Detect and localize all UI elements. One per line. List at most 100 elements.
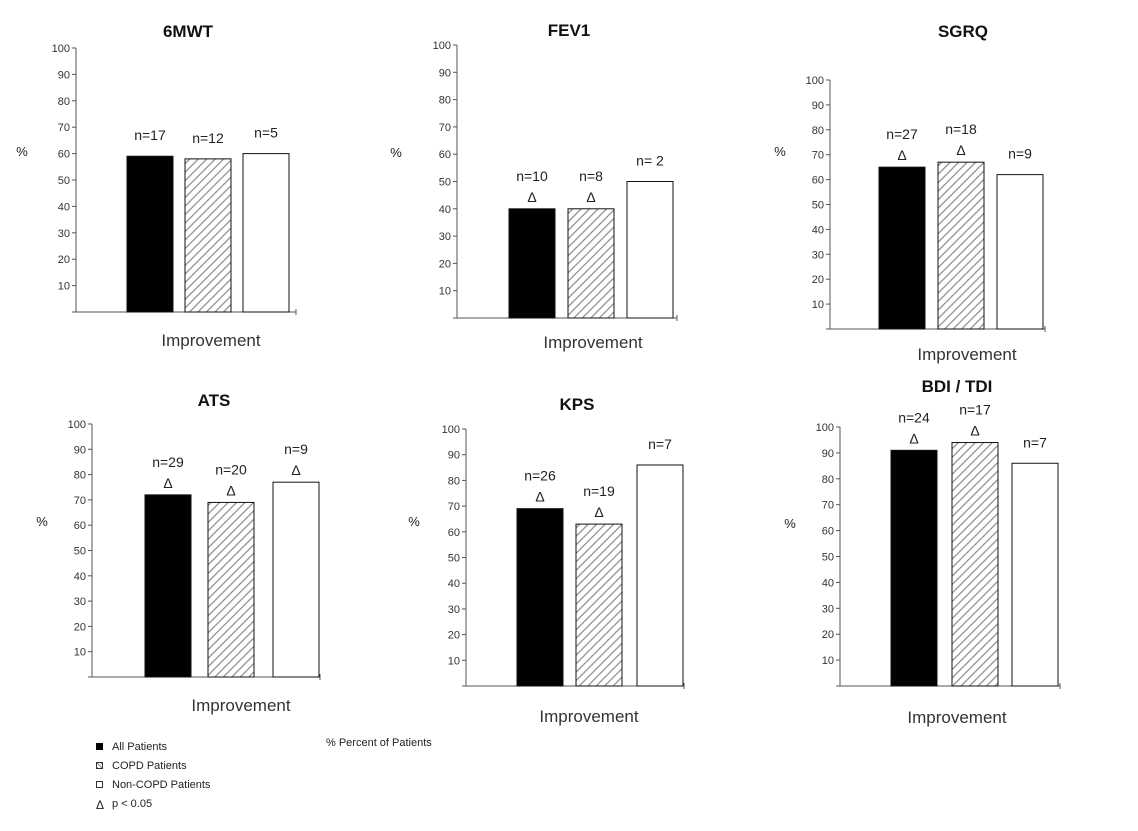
legend-item-significance: Δ p < 0.05 — [96, 794, 210, 813]
y-tick-label: 30 — [58, 228, 70, 240]
y-tick-label: 100 — [806, 75, 824, 87]
delta-icon: Δ — [96, 798, 105, 812]
chart-title: ATS — [198, 391, 231, 410]
significance-delta-icon: Δ — [594, 504, 603, 520]
x-axis-label: Improvement — [917, 345, 1016, 364]
bar-non-copd-patients — [1011, 462, 1059, 687]
y-tick-label: 60 — [822, 526, 834, 538]
y-tick-label: 60 — [58, 149, 70, 161]
y-tick-label: 80 — [812, 125, 824, 137]
bar-all-patients — [144, 494, 192, 678]
bar-non-copd-patients — [626, 181, 674, 319]
y-tick-label: 80 — [58, 96, 70, 108]
y-tick-label: 70 — [812, 150, 824, 162]
chart-title: 6MWT — [163, 22, 214, 41]
y-tick-label: 50 — [58, 175, 70, 187]
bar-copd-patients — [207, 501, 255, 678]
y-tick-label: 10 — [439, 286, 451, 298]
significance-delta-icon: Δ — [909, 430, 918, 446]
y-tick-label: 60 — [448, 527, 460, 539]
legend-label: Non-COPD Patients — [112, 778, 211, 791]
y-tick-label: 100 — [433, 40, 451, 52]
y-tick-label: 60 — [812, 175, 824, 187]
chart-title: FEV1 — [548, 21, 591, 40]
y-tick-label: 70 — [822, 500, 834, 512]
y-tick-label: 50 — [439, 177, 451, 189]
y-tick-label: 10 — [448, 655, 460, 667]
bar-n-label: n=9 — [284, 441, 308, 457]
y-tick-label: 60 — [74, 520, 86, 532]
bar-all-patients — [890, 449, 938, 687]
bar-copd-patients — [575, 523, 623, 687]
bar-n-label: n=5 — [254, 125, 278, 141]
bar-n-label: n= 2 — [636, 153, 664, 169]
y-tick-label: 90 — [448, 450, 460, 462]
bar-all-patients — [516, 508, 564, 687]
legend-label: COPD Patients — [112, 759, 187, 772]
significance-delta-icon: Δ — [586, 189, 595, 205]
y-tick-label: 10 — [822, 655, 834, 667]
bar-n-label: n=9 — [1008, 146, 1032, 162]
y-tick-label: 40 — [822, 577, 834, 589]
chart-title: KPS — [560, 395, 595, 414]
chart-panel-3: SGRQ% Improvement 10 20 30 40 50 60 70 80 90 100 Δn=… — [774, 22, 1046, 364]
y-tick-label: 20 — [822, 629, 834, 641]
bar-n-label: n=26 — [524, 468, 556, 484]
bar-copd-patients — [567, 208, 615, 319]
y-axis-label: % — [408, 514, 420, 529]
y-tick-label: 20 — [58, 254, 70, 266]
x-axis-label: Improvement — [191, 696, 290, 715]
bar-n-label: n=8 — [579, 168, 603, 184]
y-tick-label: 60 — [439, 149, 451, 161]
y-tick-label: 80 — [74, 470, 86, 482]
bar-n-label: n=19 — [583, 483, 615, 499]
y-tick-label: 30 — [822, 603, 834, 615]
y-tick-label: 20 — [439, 258, 451, 270]
chart-title: BDI / TDI — [922, 377, 993, 396]
y-tick-label: 30 — [74, 596, 86, 608]
y-tick-label: 90 — [74, 444, 86, 456]
y-tick-label: 80 — [448, 475, 460, 487]
bar-all-patients — [508, 208, 556, 319]
legend-item-copd-patients: COPD Patients — [96, 756, 210, 775]
y-axis-label: % — [16, 144, 28, 159]
x-axis-label: Improvement — [543, 333, 642, 352]
chart-title: SGRQ — [938, 22, 988, 41]
y-tick-label: 80 — [439, 95, 451, 107]
bar-n-label: n=17 — [959, 402, 991, 418]
swatch-black-icon — [96, 743, 103, 750]
bar-n-label: n=24 — [898, 409, 930, 425]
chart-panel-2: FEV1% Improvement 10 20 30 40 50 60 70 80 90 100 Δn=… — [390, 21, 678, 352]
y-tick-label: 50 — [812, 200, 824, 212]
significance-delta-icon: Δ — [226, 482, 235, 498]
chart-panel-4: ATS% Improvement 10 20 30 40 50 60 70 80 90 100 Δn=2… — [36, 391, 321, 715]
y-tick-label: 100 — [816, 422, 834, 434]
y-tick-label: 20 — [812, 274, 824, 286]
y-tick-label: 50 — [448, 553, 460, 565]
bar-n-label: n=10 — [516, 168, 548, 184]
y-axis-label: % — [36, 514, 48, 529]
y-tick-label: 40 — [74, 571, 86, 583]
y-tick-label: 70 — [439, 122, 451, 134]
chart-panel-5: KPS% Improvement 10 20 30 40 50 60 70 80 90 100 Δn=2… — [408, 395, 685, 726]
x-axis-label: Improvement — [161, 331, 260, 350]
y-tick-label: 100 — [52, 43, 70, 55]
legend-label: All Patients — [112, 740, 168, 753]
significance-delta-icon: Δ — [897, 147, 906, 163]
bar-n-label: n=12 — [192, 130, 224, 146]
bar-all-patients — [126, 155, 174, 313]
significance-delta-icon: Δ — [527, 189, 536, 205]
y-tick-label: 20 — [74, 621, 86, 633]
bar-non-copd-patients — [242, 153, 290, 313]
bar-n-label: n=20 — [215, 461, 247, 477]
significance-delta-icon: Δ — [970, 423, 979, 439]
y-tick-label: 90 — [822, 448, 834, 460]
y-tick-label: 20 — [448, 630, 460, 642]
swatch-white-icon — [96, 781, 103, 788]
y-tick-label: 10 — [74, 647, 86, 659]
bar-non-copd-patients — [636, 464, 684, 687]
bar-n-label: n=7 — [648, 436, 672, 452]
bar-n-label: n=29 — [152, 454, 184, 470]
y-tick-label: 70 — [58, 122, 70, 134]
y-tick-label: 40 — [448, 578, 460, 590]
